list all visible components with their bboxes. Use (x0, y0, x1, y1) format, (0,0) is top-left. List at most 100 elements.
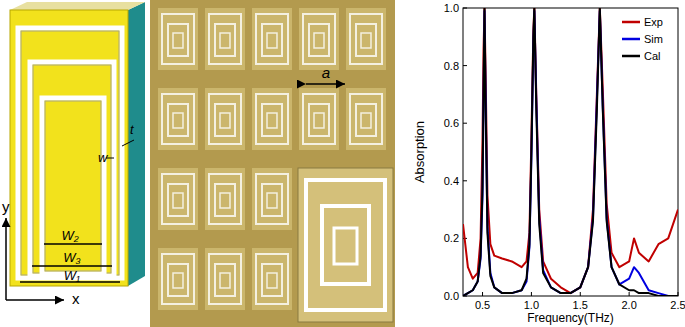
unit-cell (205, 168, 245, 230)
x-tick (629, 292, 630, 296)
ring (162, 254, 194, 304)
ring (256, 14, 288, 64)
ring (162, 174, 194, 224)
ring (220, 273, 230, 288)
axis-name: y (2, 198, 10, 215)
period-arrow (306, 83, 345, 85)
ring (309, 104, 329, 136)
micrograph: a (150, 0, 395, 327)
ring (322, 206, 369, 284)
legend-swatch (622, 21, 640, 24)
legend-label: Cal (644, 50, 661, 62)
axis-arrow (6, 299, 64, 301)
ring (168, 24, 188, 56)
ring (314, 33, 324, 48)
ring (173, 273, 183, 288)
unit-cell (205, 88, 245, 150)
ring (220, 193, 230, 208)
ring (303, 94, 335, 144)
chart: 0.51.01.52.02.50.00.20.40.60.81.0Frequen… (412, 2, 685, 325)
unit-cell (205, 248, 245, 310)
ring (162, 14, 194, 64)
ring (267, 113, 277, 128)
axis-name: x (72, 290, 80, 307)
y-tick (463, 65, 467, 66)
y-tick (463, 180, 467, 181)
legend-swatch (622, 38, 640, 41)
ring (309, 24, 329, 56)
unit-cell (252, 168, 292, 230)
x-tick (531, 292, 532, 296)
ring (356, 104, 376, 136)
y-axis-label: Absorption (412, 121, 427, 183)
ring (256, 94, 288, 144)
schematic: W₂W₃W₁wtyx (2, 2, 145, 307)
ring (267, 33, 277, 48)
ring (314, 113, 324, 128)
dim-line (32, 265, 112, 267)
ring (267, 193, 277, 208)
substrate-side (128, 2, 145, 286)
front-face (10, 10, 128, 286)
ring (168, 264, 188, 296)
photo-background (150, 0, 395, 327)
series-line (463, 8, 678, 293)
zoom-inset (298, 168, 393, 322)
dim-line (122, 140, 134, 146)
ring (209, 174, 241, 224)
unit-cell (158, 8, 198, 70)
series-line (463, 8, 678, 296)
legend-label: Exp (644, 16, 663, 28)
x-tick-label: 2.0 (621, 299, 636, 311)
ring (356, 24, 376, 56)
ring-gap (30, 62, 114, 276)
x-axis-label: Frequency(THz) (527, 311, 614, 325)
x-tick-label: 1.5 (573, 299, 588, 311)
x-tick-label: 2.5 (670, 299, 685, 311)
dim-line (44, 243, 102, 245)
ring (350, 14, 382, 64)
series-line (463, 11, 678, 296)
ring (215, 24, 235, 56)
ring-edge (21, 31, 119, 275)
axis-arrow (5, 218, 7, 300)
x-tick-label: 0.5 (475, 299, 490, 311)
ring-edge (33, 65, 111, 273)
unit-cell (346, 8, 386, 70)
y-tick-label: 0.6 (444, 117, 459, 129)
ring (220, 113, 230, 128)
ring-gap (42, 98, 104, 274)
ring (173, 193, 183, 208)
unit-cell (299, 88, 339, 150)
dim-label: W₃ (63, 250, 80, 265)
unit-cell (252, 248, 292, 310)
ring (168, 184, 188, 216)
ring (262, 184, 282, 216)
ring (209, 94, 241, 144)
series-group (463, 8, 678, 296)
unit-cell (252, 8, 292, 70)
ring (267, 273, 277, 288)
y-tick (463, 123, 467, 124)
unit-cell (158, 88, 198, 150)
legend: Exp Sim Cal (622, 16, 663, 62)
unit-cell (346, 88, 386, 150)
figure: W₂W₃W₁wtyxa0.51.01.52.02.50.00.20.40.60.… (0, 0, 685, 327)
legend-label: Sim (644, 33, 663, 45)
unit-cell (299, 8, 339, 70)
ring (256, 174, 288, 224)
y-tick-label: 0.2 (444, 232, 459, 244)
ring (306, 180, 385, 310)
dim-label: W₁ (64, 268, 80, 283)
ring (361, 113, 371, 128)
ring (168, 104, 188, 136)
gap-label: w (98, 150, 109, 165)
y-tick-label: 1.0 (444, 2, 459, 14)
x-tick-label: 1.0 (524, 299, 539, 311)
period-label: a (322, 64, 330, 81)
ring (215, 264, 235, 296)
ring (173, 33, 183, 48)
y-tick-label: 0.0 (444, 290, 459, 302)
ring (303, 14, 335, 64)
ring (361, 33, 371, 48)
